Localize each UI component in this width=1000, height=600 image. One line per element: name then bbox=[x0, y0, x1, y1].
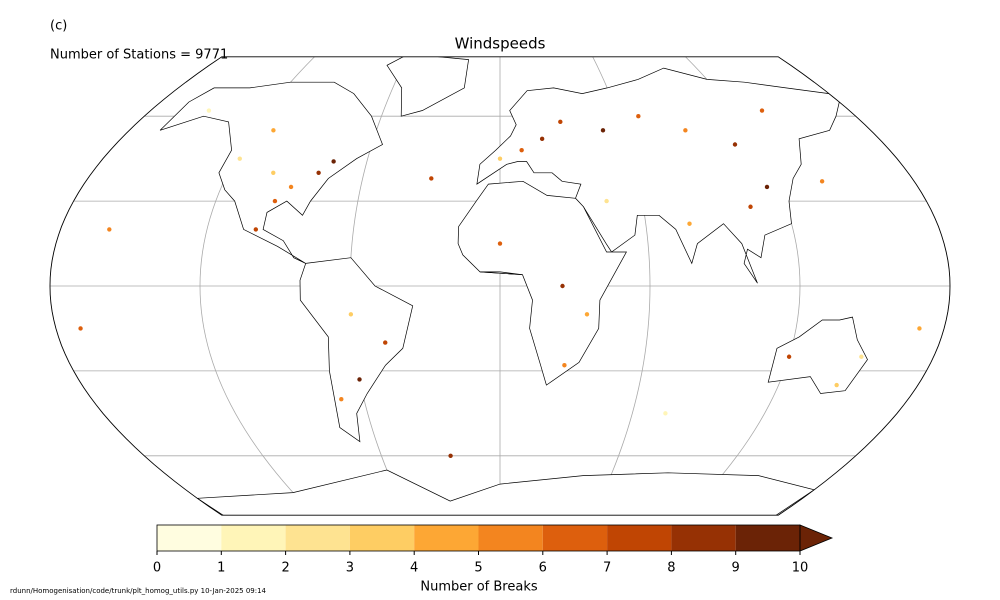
colorbar-bin bbox=[478, 525, 543, 551]
colorbar: 0 1 2 3 4 5 6 7 8 9 10 bbox=[153, 524, 834, 576]
station bbox=[687, 221, 692, 226]
colorbar-bin bbox=[607, 525, 672, 551]
station bbox=[448, 453, 453, 458]
station bbox=[107, 227, 112, 232]
colorbar-bin bbox=[349, 525, 415, 551]
station bbox=[253, 227, 259, 232]
station bbox=[917, 326, 922, 331]
map-outline bbox=[49, 56, 951, 516]
landmass bbox=[767, 316, 868, 394]
station bbox=[497, 156, 503, 161]
station bbox=[748, 204, 753, 209]
station bbox=[429, 176, 434, 181]
station bbox=[600, 128, 606, 133]
station bbox=[539, 136, 545, 142]
footer: rdunn/Homogenisation/code/trunk/plt_homo… bbox=[10, 587, 267, 595]
colorbar-bin bbox=[735, 525, 800, 551]
station bbox=[819, 179, 825, 184]
colorbar-bin bbox=[671, 525, 736, 551]
colorbar-bin bbox=[157, 525, 222, 551]
colorbar-bin bbox=[221, 525, 286, 551]
colorbar-tick-label: 7 bbox=[603, 561, 611, 576]
station bbox=[316, 170, 321, 175]
landmass bbox=[479, 271, 523, 276]
station bbox=[383, 340, 388, 345]
station bbox=[237, 156, 242, 161]
colorbar-bin bbox=[542, 525, 608, 551]
station bbox=[859, 354, 864, 359]
station bbox=[732, 142, 738, 147]
station bbox=[584, 312, 590, 317]
colorbar-tick-label: 2 bbox=[281, 561, 289, 576]
station bbox=[834, 382, 839, 388]
colorbar-tick-label: 4 bbox=[410, 561, 418, 576]
colorbar-tick-label: 0 bbox=[153, 561, 161, 576]
station bbox=[759, 108, 765, 113]
station bbox=[604, 198, 609, 204]
colorbar-tick-label: 5 bbox=[474, 561, 482, 576]
station bbox=[357, 377, 362, 382]
colorbar-tick-label: 6 bbox=[539, 561, 547, 576]
map-title: Windspeeds bbox=[455, 35, 546, 53]
landmass bbox=[299, 257, 414, 443]
station bbox=[497, 241, 503, 246]
station bbox=[663, 411, 668, 416]
station bbox=[271, 170, 276, 175]
station bbox=[271, 128, 276, 133]
station bbox=[560, 283, 565, 289]
station bbox=[206, 108, 212, 113]
station bbox=[339, 397, 344, 402]
colorbar-label: Number of Breaks bbox=[420, 580, 537, 595]
station bbox=[636, 114, 641, 119]
landmass bbox=[457, 180, 627, 386]
map bbox=[50, 56, 950, 516]
landmass bbox=[196, 469, 816, 516]
station bbox=[519, 147, 524, 153]
colorbar-tick-label: 3 bbox=[346, 561, 354, 576]
colorbar-tick-label: 10 bbox=[792, 561, 809, 576]
colorbar-tick-label: 1 bbox=[217, 561, 225, 576]
station bbox=[288, 184, 294, 190]
panel-label: (c) bbox=[50, 19, 67, 34]
colorbar-tick-label: 8 bbox=[667, 561, 675, 576]
station bbox=[786, 354, 792, 359]
colorbar-bin bbox=[285, 525, 350, 551]
station bbox=[331, 159, 336, 164]
landmass bbox=[386, 56, 470, 117]
station bbox=[562, 363, 567, 368]
station bbox=[272, 198, 278, 204]
station-count: Number of Stations = 9771 bbox=[50, 48, 228, 63]
station bbox=[683, 128, 688, 133]
station bbox=[348, 312, 354, 317]
station bbox=[78, 326, 83, 331]
colorbar-extend bbox=[799, 524, 834, 552]
colorbar-bin bbox=[414, 525, 479, 551]
station bbox=[558, 119, 563, 125]
colorbar-tick-label: 9 bbox=[732, 561, 740, 576]
station bbox=[764, 184, 770, 190]
